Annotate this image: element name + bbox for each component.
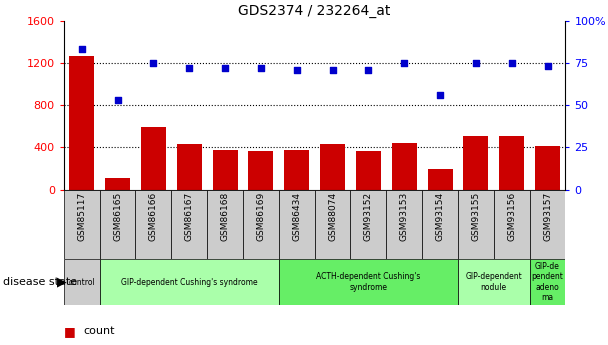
Bar: [458, 259, 530, 305]
Bar: [213, 150, 238, 190]
Bar: [494, 190, 530, 259]
Bar: [535, 146, 560, 190]
Point: [364, 67, 373, 72]
Text: GSM85117: GSM85117: [77, 192, 86, 241]
Point: [77, 47, 86, 52]
Bar: [315, 190, 350, 259]
Point: [543, 63, 553, 69]
Bar: [284, 150, 309, 190]
Text: GIP-de
pendent
adeno
ma: GIP-de pendent adeno ma: [531, 262, 564, 302]
Bar: [248, 151, 274, 190]
Bar: [141, 127, 166, 190]
Bar: [320, 144, 345, 190]
Bar: [69, 56, 94, 190]
Point: [112, 97, 122, 103]
Bar: [177, 144, 202, 190]
Text: GSM86169: GSM86169: [257, 192, 266, 241]
Bar: [136, 190, 171, 259]
Bar: [463, 136, 488, 190]
Text: GSM93156: GSM93156: [507, 192, 516, 241]
Bar: [427, 169, 452, 190]
Point: [507, 60, 517, 66]
Bar: [207, 190, 243, 259]
Text: control: control: [68, 277, 95, 287]
Text: GSM86167: GSM86167: [185, 192, 194, 241]
Bar: [279, 190, 315, 259]
Point: [328, 67, 337, 72]
Text: GIP-dependent Cushing's syndrome: GIP-dependent Cushing's syndrome: [121, 277, 258, 287]
Point: [292, 67, 302, 72]
Bar: [100, 190, 136, 259]
Text: GSM93155: GSM93155: [471, 192, 480, 241]
Bar: [386, 190, 422, 259]
Text: ▶: ▶: [57, 276, 66, 288]
Point: [220, 65, 230, 71]
Bar: [64, 190, 100, 259]
Text: GSM93153: GSM93153: [399, 192, 409, 241]
Bar: [171, 190, 207, 259]
Bar: [243, 190, 279, 259]
Bar: [392, 143, 416, 190]
Point: [471, 60, 481, 66]
Text: GSM93157: GSM93157: [543, 192, 552, 241]
Text: GSM86166: GSM86166: [149, 192, 158, 241]
Text: ACTH-dependent Cushing's
syndrome: ACTH-dependent Cushing's syndrome: [316, 272, 421, 292]
Bar: [422, 190, 458, 259]
Text: GSM93154: GSM93154: [435, 192, 444, 241]
Text: GSM86165: GSM86165: [113, 192, 122, 241]
Point: [435, 92, 445, 98]
Bar: [105, 178, 130, 190]
Text: GSM86168: GSM86168: [221, 192, 230, 241]
Text: ■: ■: [64, 325, 75, 338]
Text: disease state: disease state: [3, 277, 77, 287]
Bar: [100, 259, 279, 305]
Bar: [356, 151, 381, 190]
Point: [256, 65, 266, 71]
Point: [148, 60, 158, 66]
Text: GSM88074: GSM88074: [328, 192, 337, 241]
Text: GSM86434: GSM86434: [292, 192, 301, 241]
Text: count: count: [83, 326, 115, 336]
Bar: [279, 259, 458, 305]
Text: GSM93152: GSM93152: [364, 192, 373, 241]
Point: [399, 60, 409, 66]
Bar: [530, 259, 565, 305]
Text: GIP-dependent
nodule: GIP-dependent nodule: [465, 272, 522, 292]
Title: GDS2374 / 232264_at: GDS2374 / 232264_at: [238, 4, 391, 18]
Text: ■: ■: [64, 344, 75, 345]
Bar: [499, 136, 524, 190]
Bar: [64, 259, 100, 305]
Point: [184, 65, 194, 71]
Bar: [458, 190, 494, 259]
Bar: [350, 190, 386, 259]
Bar: [530, 190, 565, 259]
